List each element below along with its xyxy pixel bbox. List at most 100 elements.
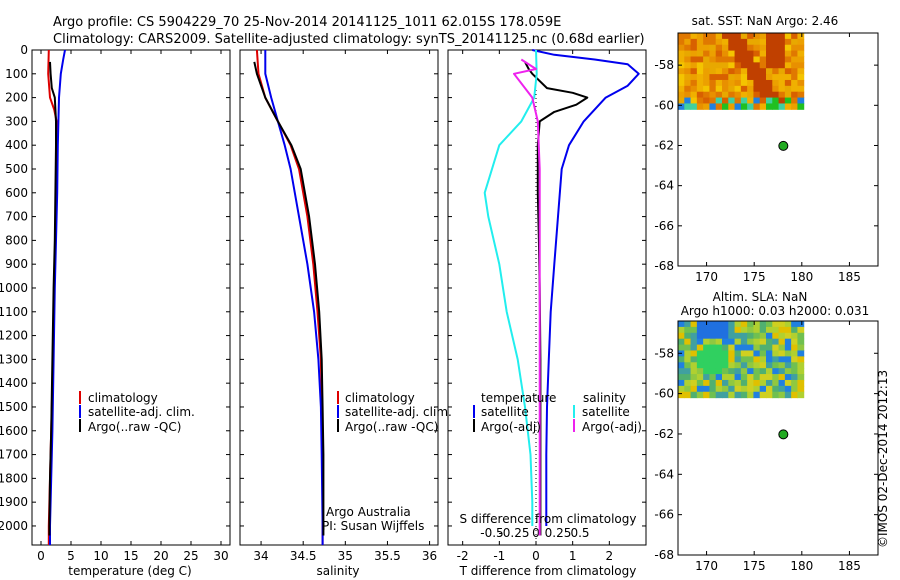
- heatmap-cell: [740, 68, 748, 75]
- heatmap-cell: [703, 103, 710, 110]
- heatmap-cell: [759, 50, 767, 57]
- heatmap-cell: [728, 91, 736, 99]
- heatmap-cell: [740, 38, 748, 46]
- heatmap-cell: [747, 50, 754, 57]
- heatmap-cell: [684, 332, 692, 340]
- heatmap-cell: [734, 44, 742, 52]
- heatmap-cell: [791, 350, 798, 357]
- heatmap-cell: [734, 321, 742, 328]
- heatmap-cell: [703, 332, 710, 340]
- s-difference-label: S difference from climatology: [460, 512, 637, 526]
- heatmap-cell: [690, 344, 698, 351]
- heatmap-cell: [791, 44, 798, 52]
- depth-tick-label: 1600: [0, 424, 28, 438]
- heatmap-cell: [690, 391, 698, 399]
- depth-tick-label: 1800: [0, 471, 28, 485]
- heatmap-cell: [772, 103, 780, 110]
- lat-tick-label: -58: [654, 346, 674, 360]
- heatmap-cell: [715, 62, 723, 69]
- heatmap-cell: [715, 44, 723, 52]
- heatmap-cell: [791, 38, 798, 46]
- heatmap-cell: [715, 103, 723, 110]
- heatmap-cell: [791, 391, 798, 399]
- heatmap-cell: [734, 368, 742, 375]
- heatmap-cell: [797, 374, 805, 381]
- heatmap-cell: [740, 344, 748, 351]
- heatmap-cell: [778, 356, 786, 363]
- series-line-t-argo-adj-: [524, 61, 589, 536]
- heatmap-cell: [740, 356, 748, 363]
- heatmap-cell: [759, 103, 767, 110]
- heatmap-cell: [747, 356, 754, 363]
- heatmap-cell: [703, 85, 710, 93]
- heatmap-cell: [696, 368, 704, 375]
- heatmap-cell: [722, 97, 729, 104]
- heatmap-cell: [728, 344, 736, 351]
- heatmap-cell: [684, 374, 692, 381]
- salinity-depth-ticks: [240, 49, 438, 527]
- heatmap-cell: [797, 338, 805, 346]
- heatmap-cell: [766, 344, 773, 351]
- heatmap-cell: [759, 368, 767, 375]
- heatmap-cell: [791, 97, 798, 104]
- heatmap-cell: [740, 79, 748, 87]
- heatmap-cell: [684, 391, 692, 399]
- heatmap-cell: [797, 74, 805, 81]
- series-line-satellite-adj-clim-: [264, 50, 324, 545]
- heatmap-cell: [753, 338, 761, 346]
- heatmap-cell: [690, 338, 698, 346]
- heatmap-cell: [740, 85, 748, 93]
- sst-map-panel: sat. SST: NaN Argo: 2.46 170 175 180 185 -58…: [654, 14, 879, 284]
- heatmap-cell: [690, 44, 698, 52]
- annotation-pi: PI: Susan Wijffels: [322, 519, 424, 533]
- heatmap-cell: [734, 344, 742, 351]
- heatmap-cell: [709, 362, 717, 369]
- heatmap-cell: [709, 374, 717, 381]
- heatmap-cell: [797, 97, 805, 104]
- heatmap-cell: [759, 374, 767, 381]
- depth-tick-label: 800: [5, 233, 28, 247]
- heatmap-cell: [715, 379, 723, 387]
- sst-float-marker: [778, 140, 789, 151]
- heatmap-cell: [772, 326, 780, 334]
- heatmap-cell: [722, 79, 729, 87]
- heatmap-cell: [696, 74, 704, 81]
- heatmap-cell: [747, 321, 754, 328]
- heatmap-cell: [709, 356, 717, 363]
- heatmap-cell: [740, 362, 748, 369]
- heatmap-cell: [753, 350, 761, 357]
- heatmap-cell: [778, 103, 786, 110]
- heatmap-cell: [778, 56, 786, 63]
- heatmap-cell: [690, 33, 698, 40]
- heatmap-cell: [722, 344, 729, 351]
- heatmap-cell: [747, 79, 754, 87]
- heatmap-cell: [722, 68, 729, 75]
- heatmap-cell: [766, 379, 773, 387]
- sla-map-subtitle: Argo h1000: 0.03 h2000: 0.031: [681, 304, 870, 318]
- heatmap-cell: [734, 74, 742, 81]
- depth-tick-label: 2000: [0, 519, 28, 533]
- heatmap-cell: [759, 62, 767, 69]
- heatmap-cell: [791, 379, 798, 387]
- heatmap-cell: [690, 326, 698, 334]
- heatmap-cell: [778, 321, 786, 328]
- heatmap-cell: [678, 368, 685, 375]
- legend-label-s-satellite: satellite: [582, 405, 630, 419]
- heatmap-cell: [759, 344, 767, 351]
- heatmap-cell: [753, 56, 761, 63]
- heatmap-cell: [715, 338, 723, 346]
- x-tick-label: 34.5: [290, 549, 317, 563]
- lon-tick-label: 175: [743, 559, 766, 573]
- heatmap-cell: [784, 332, 792, 340]
- heatmap-cell: [772, 379, 780, 387]
- heatmap-cell: [678, 38, 685, 46]
- heatmap-cell: [740, 91, 748, 99]
- top-tick-label: 0: [532, 526, 540, 540]
- heatmap-cell: [740, 103, 748, 110]
- x-tick-label: 1: [569, 549, 577, 563]
- heatmap-cell: [791, 85, 798, 93]
- heatmap-cell: [722, 338, 729, 346]
- heatmap-cell: [722, 50, 729, 57]
- depth-tick-label: 100: [5, 67, 28, 81]
- heatmap-cell: [772, 33, 780, 40]
